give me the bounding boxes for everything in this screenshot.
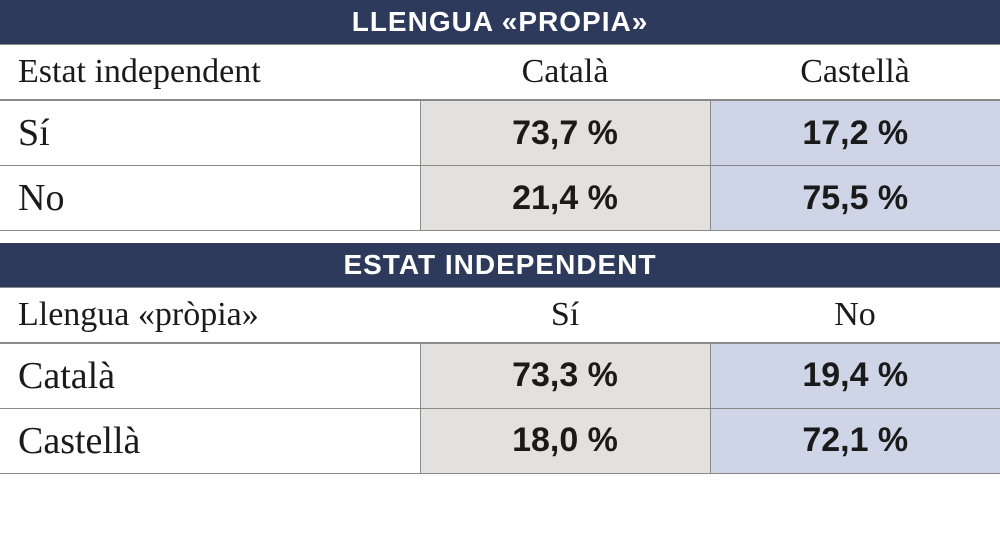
cell-value: 72,1 % [710, 408, 1000, 473]
table-row: Castellà 18,0 % 72,1 % [0, 408, 1000, 473]
table-header-row: ESTAT INDEPENDENT [0, 243, 1000, 288]
cell-value: 21,4 % [420, 166, 710, 231]
row-header-label: Estat independent [0, 45, 420, 101]
row-label: No [0, 166, 420, 231]
row-label: Català [0, 343, 420, 409]
column-header-2: No [710, 287, 1000, 343]
crosstab-table-1: LLENGUA «PROPIA» Estat independent Catal… [0, 0, 1000, 474]
table-row: Sí 73,7 % 17,2 % [0, 100, 1000, 166]
column-header-1: Català [420, 45, 710, 101]
cell-value: 18,0 % [420, 408, 710, 473]
row-header-label: Llengua «pròpia» [0, 287, 420, 343]
table-title: LLENGUA «PROPIA» [0, 0, 1000, 45]
table-title: ESTAT INDEPENDENT [0, 243, 1000, 288]
cell-value: 19,4 % [710, 343, 1000, 409]
table-row: Català 73,3 % 19,4 % [0, 343, 1000, 409]
column-header-2: Castellà [710, 45, 1000, 101]
table-divider [0, 231, 1000, 243]
cell-value: 75,5 % [710, 166, 1000, 231]
table-subheader-row: Estat independent Català Castellà [0, 45, 1000, 101]
table-header-row: LLENGUA «PROPIA» [0, 0, 1000, 45]
table-subheader-row: Llengua «pròpia» Sí No [0, 287, 1000, 343]
row-label: Sí [0, 100, 420, 166]
row-label: Castellà [0, 408, 420, 473]
table-row: No 21,4 % 75,5 % [0, 166, 1000, 231]
cell-value: 73,7 % [420, 100, 710, 166]
cell-value: 17,2 % [710, 100, 1000, 166]
cell-value: 73,3 % [420, 343, 710, 409]
column-header-1: Sí [420, 287, 710, 343]
